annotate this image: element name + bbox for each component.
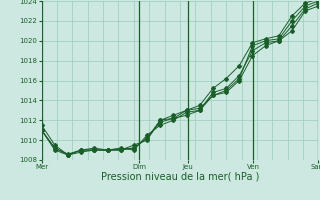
X-axis label: Pression niveau de la mer( hPa ): Pression niveau de la mer( hPa ) xyxy=(101,172,259,182)
